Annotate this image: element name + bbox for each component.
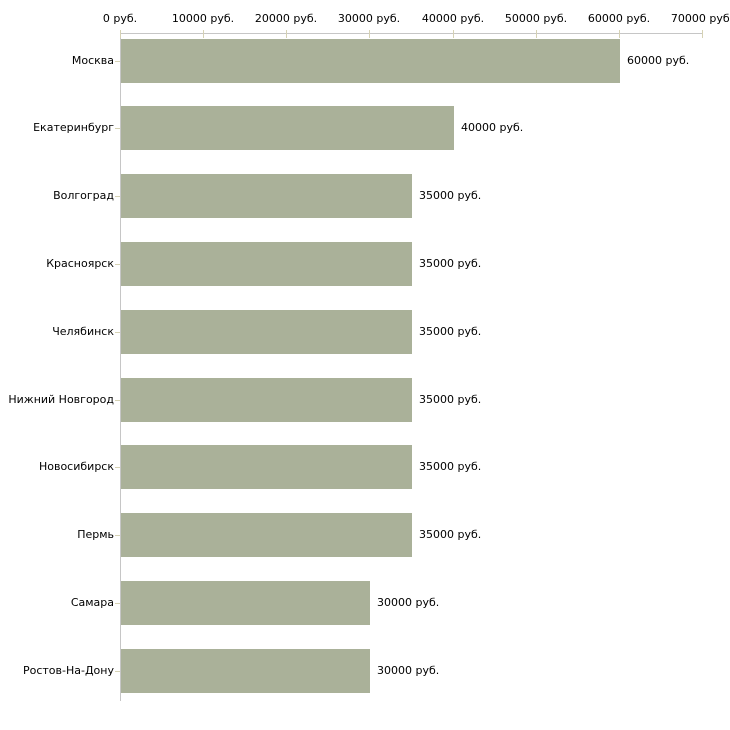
value-label: 35000 руб. [419, 325, 482, 338]
bar [121, 242, 412, 286]
value-label: 60000 руб. [627, 54, 690, 67]
value-label: 30000 руб. [377, 596, 440, 609]
x-axis-tick-label: 70000 руб. [670, 12, 730, 25]
x-axis-tick [536, 30, 537, 38]
category-label: Челябинск [52, 325, 114, 338]
bar [121, 174, 412, 218]
y-axis-tick [115, 61, 120, 62]
x-axis-tick [369, 30, 370, 38]
x-axis-tick [702, 30, 703, 38]
x-axis-tick [203, 30, 204, 38]
y-axis-tick [115, 128, 120, 129]
bar [121, 378, 412, 422]
x-axis-tick [453, 30, 454, 38]
y-axis-tick [115, 264, 120, 265]
category-label: Нижний Новгород [8, 393, 114, 406]
x-axis-tick-label: 50000 руб. [504, 12, 568, 25]
x-axis-tick [286, 30, 287, 38]
value-label: 35000 руб. [419, 393, 482, 406]
x-axis-line [120, 33, 703, 34]
value-label: 40000 руб. [461, 121, 524, 134]
y-axis-tick [115, 535, 120, 536]
y-axis-tick [115, 467, 120, 468]
value-label: 35000 руб. [419, 460, 482, 473]
bar [121, 39, 620, 83]
x-axis-tick-label: 30000 руб. [337, 12, 401, 25]
category-label: Екатеринбург [33, 121, 114, 134]
x-axis-tick-label: 10000 руб. [171, 12, 235, 25]
category-label: Самара [70, 596, 114, 609]
x-axis-tick [619, 30, 620, 38]
value-label: 35000 руб. [419, 528, 482, 541]
category-label: Красноярск [46, 257, 114, 270]
category-label: Ростов-На-Дону [22, 664, 114, 677]
x-axis-tick-label: 40000 руб. [421, 12, 485, 25]
y-axis-tick [115, 671, 120, 672]
bar [121, 106, 454, 150]
x-axis-tick-label: 0 руб. [102, 12, 138, 25]
y-axis-tick [115, 332, 120, 333]
x-axis-tick-label: 60000 руб. [587, 12, 651, 25]
bar [121, 445, 412, 489]
category-label: Москва [71, 54, 114, 67]
bar [121, 649, 370, 693]
x-axis-tick [120, 30, 121, 38]
bar [121, 513, 412, 557]
value-label: 30000 руб. [377, 664, 440, 677]
y-axis-tick [115, 603, 120, 604]
category-label: Волгоград [53, 189, 114, 202]
value-label: 35000 руб. [419, 257, 482, 270]
y-axis-line [120, 33, 121, 701]
bar [121, 310, 412, 354]
category-label: Новосибирск [38, 460, 114, 473]
y-axis-tick [115, 196, 120, 197]
value-label: 35000 руб. [419, 189, 482, 202]
category-label: Пермь [77, 528, 114, 541]
bar [121, 581, 370, 625]
x-axis-tick-label: 20000 руб. [254, 12, 318, 25]
y-axis-tick [115, 400, 120, 401]
